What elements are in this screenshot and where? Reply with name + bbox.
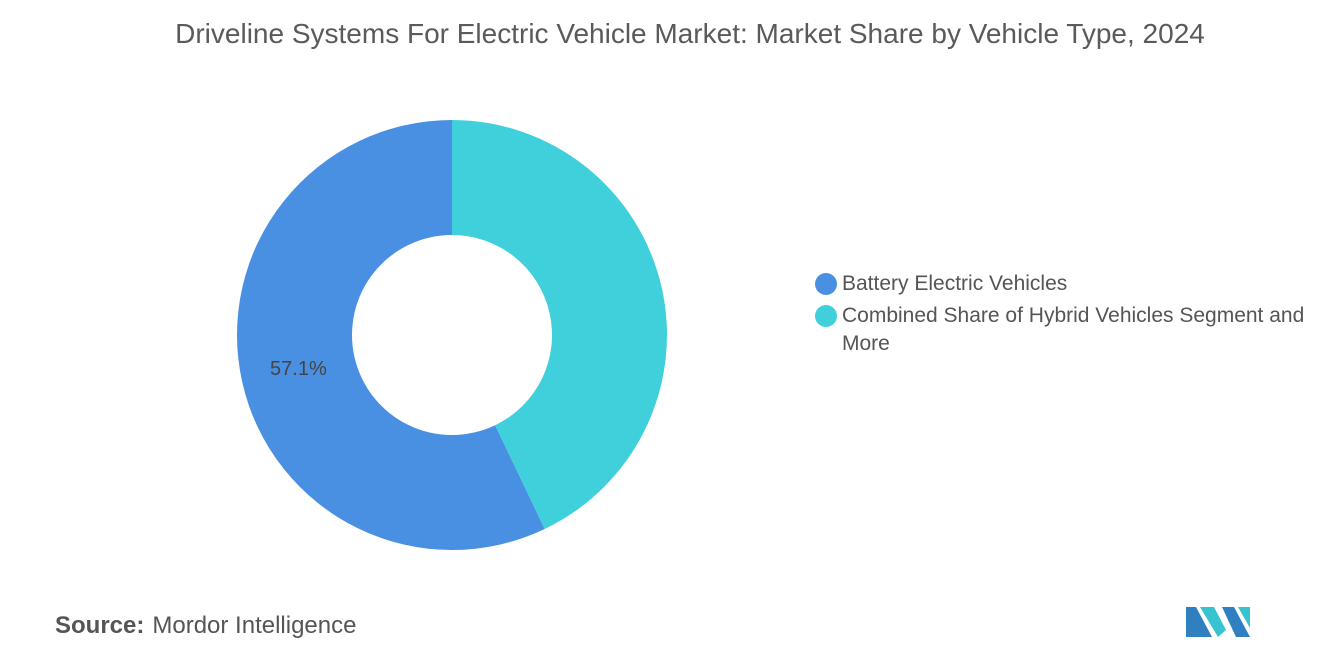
slice: [452, 120, 668, 529]
legend-entry: Combined Share of Hybrid Vehicles Segmen…: [812, 302, 1312, 358]
source-text: Mordor Intelligence: [152, 612, 357, 639]
legend-marker: [815, 305, 837, 327]
legend-label: Combined Share of Hybrid Vehicles Segmen…: [842, 304, 1305, 355]
source-label: Source:: [55, 612, 145, 639]
source: Source: Mordor Intelligence: [55, 612, 356, 640]
legend-label: Battery Electric Vehicles: [842, 272, 1068, 295]
legend-marker: [815, 273, 837, 295]
slice: [237, 120, 545, 550]
data-label: 57.1%: [270, 358, 327, 380]
chart-title: Driveline Systems For Electric Vehicle M…: [175, 18, 1205, 49]
legend-entry: Battery Electric Vehicles: [812, 270, 1312, 298]
legend: Battery Electric Vehicles Combined Share …: [812, 270, 1312, 362]
logo: [1186, 607, 1250, 637]
